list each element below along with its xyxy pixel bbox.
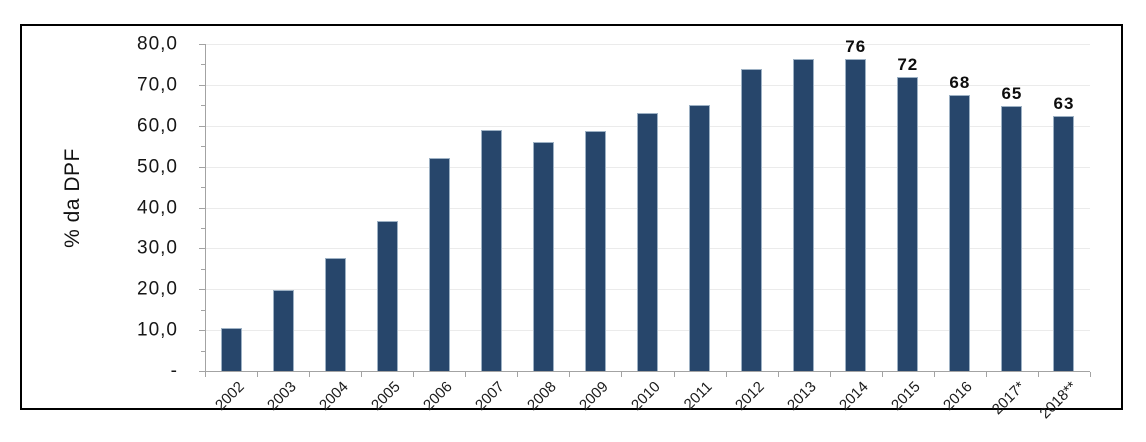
bar-2004 xyxy=(324,257,346,371)
y-axis-tick xyxy=(199,207,206,209)
y-axis-tick xyxy=(199,125,206,127)
bar-2002 xyxy=(220,328,242,371)
x-axis-tick xyxy=(465,372,467,377)
x-axis-tick xyxy=(205,372,206,377)
x-axis-tick xyxy=(725,372,727,377)
x-tick-label: 2005 xyxy=(367,378,404,414)
x-tick-label: 2009 xyxy=(576,378,612,414)
x-axis-tick xyxy=(985,372,987,377)
x-tick-label: 2007 xyxy=(472,378,508,414)
bar-2008 xyxy=(532,141,554,371)
y-tick-label: 40,0 xyxy=(137,197,178,218)
bar-2011 xyxy=(689,104,711,371)
gridline xyxy=(205,84,1090,86)
y-tick-label: 70,0 xyxy=(137,74,178,96)
x-axis-tick xyxy=(361,372,363,377)
x-tick-label: 2017* xyxy=(988,378,1029,419)
y-axis-tick xyxy=(199,289,206,291)
bar-2007 xyxy=(480,130,502,371)
y-tick-label: 10,0 xyxy=(137,319,178,341)
bar-2003 xyxy=(272,290,294,371)
y-axis-tick xyxy=(199,248,206,250)
bar-2018 xyxy=(1053,115,1075,371)
x-axis-tick xyxy=(569,372,571,377)
bar-2017 xyxy=(1001,106,1023,371)
x-tick-label: 2002 xyxy=(211,378,248,414)
x-axis-tick xyxy=(621,372,623,377)
y-axis-tick xyxy=(199,84,206,86)
x-tick-label: 2008 xyxy=(524,378,560,414)
y-axis-minor-tick xyxy=(201,64,206,66)
x-axis-tick xyxy=(933,372,935,377)
y-axis-tick xyxy=(199,166,206,168)
y-axis-minor-tick xyxy=(201,227,206,229)
x-axis-tick xyxy=(309,372,311,377)
y-axis-minor-tick xyxy=(201,146,206,148)
bar-2012 xyxy=(741,69,763,371)
y-axis-minor-tick xyxy=(201,268,206,270)
bar-2015 xyxy=(897,76,919,371)
chart-frame: % da DPF 80,0 70,0 60,0 50,0 40,0 30,0 20,0 10,… xyxy=(20,24,1123,422)
x-axis-line xyxy=(205,371,1090,372)
x-axis-tick xyxy=(673,372,675,377)
x-tick-label: 2014 xyxy=(836,378,873,414)
bar-value-label: 76 xyxy=(845,36,867,56)
bar-2016 xyxy=(949,95,971,371)
bar-value-label: 63 xyxy=(1053,93,1075,113)
y-tick-label: - xyxy=(170,360,178,382)
bar-value-label: 65 xyxy=(1001,84,1023,104)
x-tick-label: 2011 xyxy=(681,378,716,414)
x-axis-tick xyxy=(413,372,415,377)
y-axis-tick xyxy=(199,44,206,45)
x-tick-label: 2015 xyxy=(888,378,925,414)
y-axis-minor-tick xyxy=(201,105,206,107)
y-tick-label: 80,0 xyxy=(137,33,178,55)
y-axis-minor-tick xyxy=(201,309,206,311)
y-axis-title: % da DPF xyxy=(61,148,84,248)
y-tick-label: 30,0 xyxy=(137,237,178,259)
y-tick-label: 20,0 xyxy=(137,278,178,300)
x-tick-label: 2003 xyxy=(263,378,300,414)
x-axis-tick xyxy=(829,372,831,377)
x-tick-label: 2016 xyxy=(940,378,977,414)
gridline xyxy=(205,44,1090,45)
plot-area: % da DPF 80,0 70,0 60,0 50,0 40,0 30,0 20,0 10,… xyxy=(22,26,1121,422)
x-axis-tick xyxy=(257,372,259,377)
bar-2010 xyxy=(637,113,658,371)
x-tick-label: 2006 xyxy=(419,378,456,414)
x-axis-tick xyxy=(881,372,883,377)
bar-value-label: 68 xyxy=(949,73,971,93)
y-tick-label: 60,0 xyxy=(137,115,178,137)
y-axis-tick xyxy=(199,371,206,372)
x-axis-tick xyxy=(777,372,779,377)
bar-2013 xyxy=(793,59,815,371)
y-axis-minor-tick xyxy=(201,350,206,352)
bar-2009 xyxy=(584,131,606,371)
x-tick-label: 2018** xyxy=(1036,378,1081,423)
y-axis-tick xyxy=(199,330,206,332)
y-axis-minor-tick xyxy=(201,187,206,189)
y-tick-label: 50,0 xyxy=(137,156,178,178)
bar-value-label: 72 xyxy=(897,54,919,74)
bar-2014 xyxy=(845,58,867,371)
x-tick-label: 2012 xyxy=(732,378,768,414)
x-tick-label: 2013 xyxy=(784,378,821,414)
x-tick-label: 2004 xyxy=(315,378,352,414)
x-axis-tick xyxy=(1090,372,1091,377)
x-tick-label: 2010 xyxy=(628,378,664,414)
x-axis-tick xyxy=(517,372,519,377)
bar-2006 xyxy=(428,158,450,371)
x-axis-tick xyxy=(1037,372,1039,377)
bar-2005 xyxy=(376,221,398,371)
